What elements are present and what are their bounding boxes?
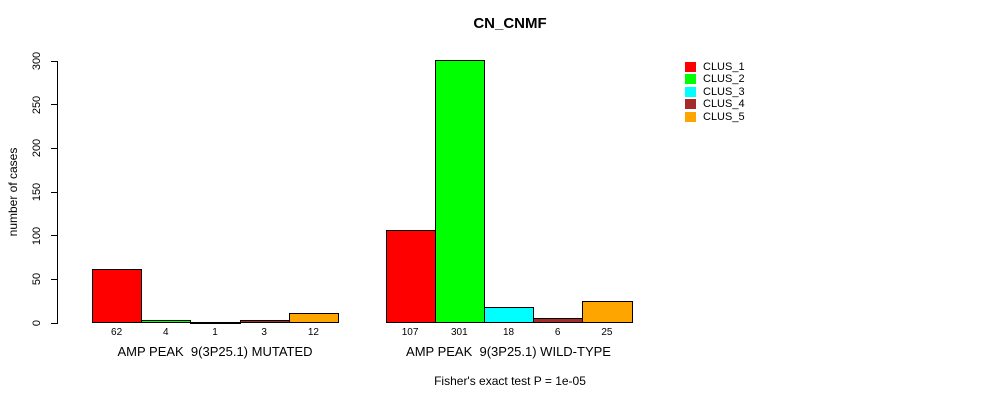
bar-clus_5-group2 xyxy=(582,301,633,323)
legend-swatch-clus_3 xyxy=(685,86,696,97)
legend-label: CLUS_2 xyxy=(703,73,745,86)
legend-label: CLUS_1 xyxy=(703,61,745,73)
bar-clus_3-group1 xyxy=(190,322,241,324)
bar-clus_2-group1 xyxy=(141,320,191,323)
y-axis-line xyxy=(57,61,58,324)
y-tick-label: 250 xyxy=(31,95,43,114)
legend-swatch-clus_1 xyxy=(685,62,696,72)
bar-value-label: 18 xyxy=(502,327,515,338)
y-tick xyxy=(51,278,57,280)
y-tick xyxy=(51,147,57,149)
bar-clus_4-group2 xyxy=(533,318,583,323)
legend-label: CLUS_3 xyxy=(703,85,745,98)
bar-clus_1-group1 xyxy=(92,269,142,323)
y-tick-label: 0 xyxy=(31,319,43,327)
bar-clus_3-group2 xyxy=(484,307,534,323)
bar-value-label: 25 xyxy=(601,327,613,338)
bar-clus_1-group2 xyxy=(386,230,436,323)
y-tick-label: 300 xyxy=(31,51,43,71)
bar-value-label: 12 xyxy=(307,327,319,338)
bar-clus_5-group1 xyxy=(289,313,339,323)
bar-value-label: 6 xyxy=(554,327,561,338)
bar-value-label: 301 xyxy=(450,327,468,338)
bar-value-label: 4 xyxy=(163,327,169,338)
chart-title: CN_CNMF xyxy=(473,15,547,32)
y-tick xyxy=(51,191,57,193)
y-tick xyxy=(51,235,57,237)
y-tick-label: 200 xyxy=(31,139,43,158)
y-tick xyxy=(51,322,57,324)
y-tick-label: 100 xyxy=(31,226,43,245)
y-tick-label: 150 xyxy=(31,182,43,202)
bar-value-label: 62 xyxy=(111,327,123,338)
legend-label: CLUS_5 xyxy=(703,110,745,123)
bar-value-label: 1 xyxy=(212,327,218,338)
fisher-test-caption: Fisher's exact test P = 1e-05 xyxy=(434,374,586,388)
bar-clus_4-group1 xyxy=(240,320,290,323)
legend-label: CLUS_4 xyxy=(703,98,745,111)
y-tick xyxy=(51,104,57,106)
bar-value-label: 107 xyxy=(401,327,419,338)
bar-clus_2-group2 xyxy=(435,60,485,323)
legend-swatch-clus_5 xyxy=(685,111,696,122)
legend-swatch-clus_4 xyxy=(685,99,696,110)
legend-swatch-clus_2 xyxy=(685,74,696,85)
group-label: AMP PEAK 9(3P25.1) MUTATED xyxy=(117,344,313,359)
group-label: AMP PEAK 9(3P25.1) WILD-TYPE xyxy=(406,344,611,359)
y-tick xyxy=(51,60,57,62)
y-tick-label: 50 xyxy=(31,273,43,286)
y-axis-label: number of cases xyxy=(6,147,20,237)
bar-value-label: 3 xyxy=(261,327,267,338)
